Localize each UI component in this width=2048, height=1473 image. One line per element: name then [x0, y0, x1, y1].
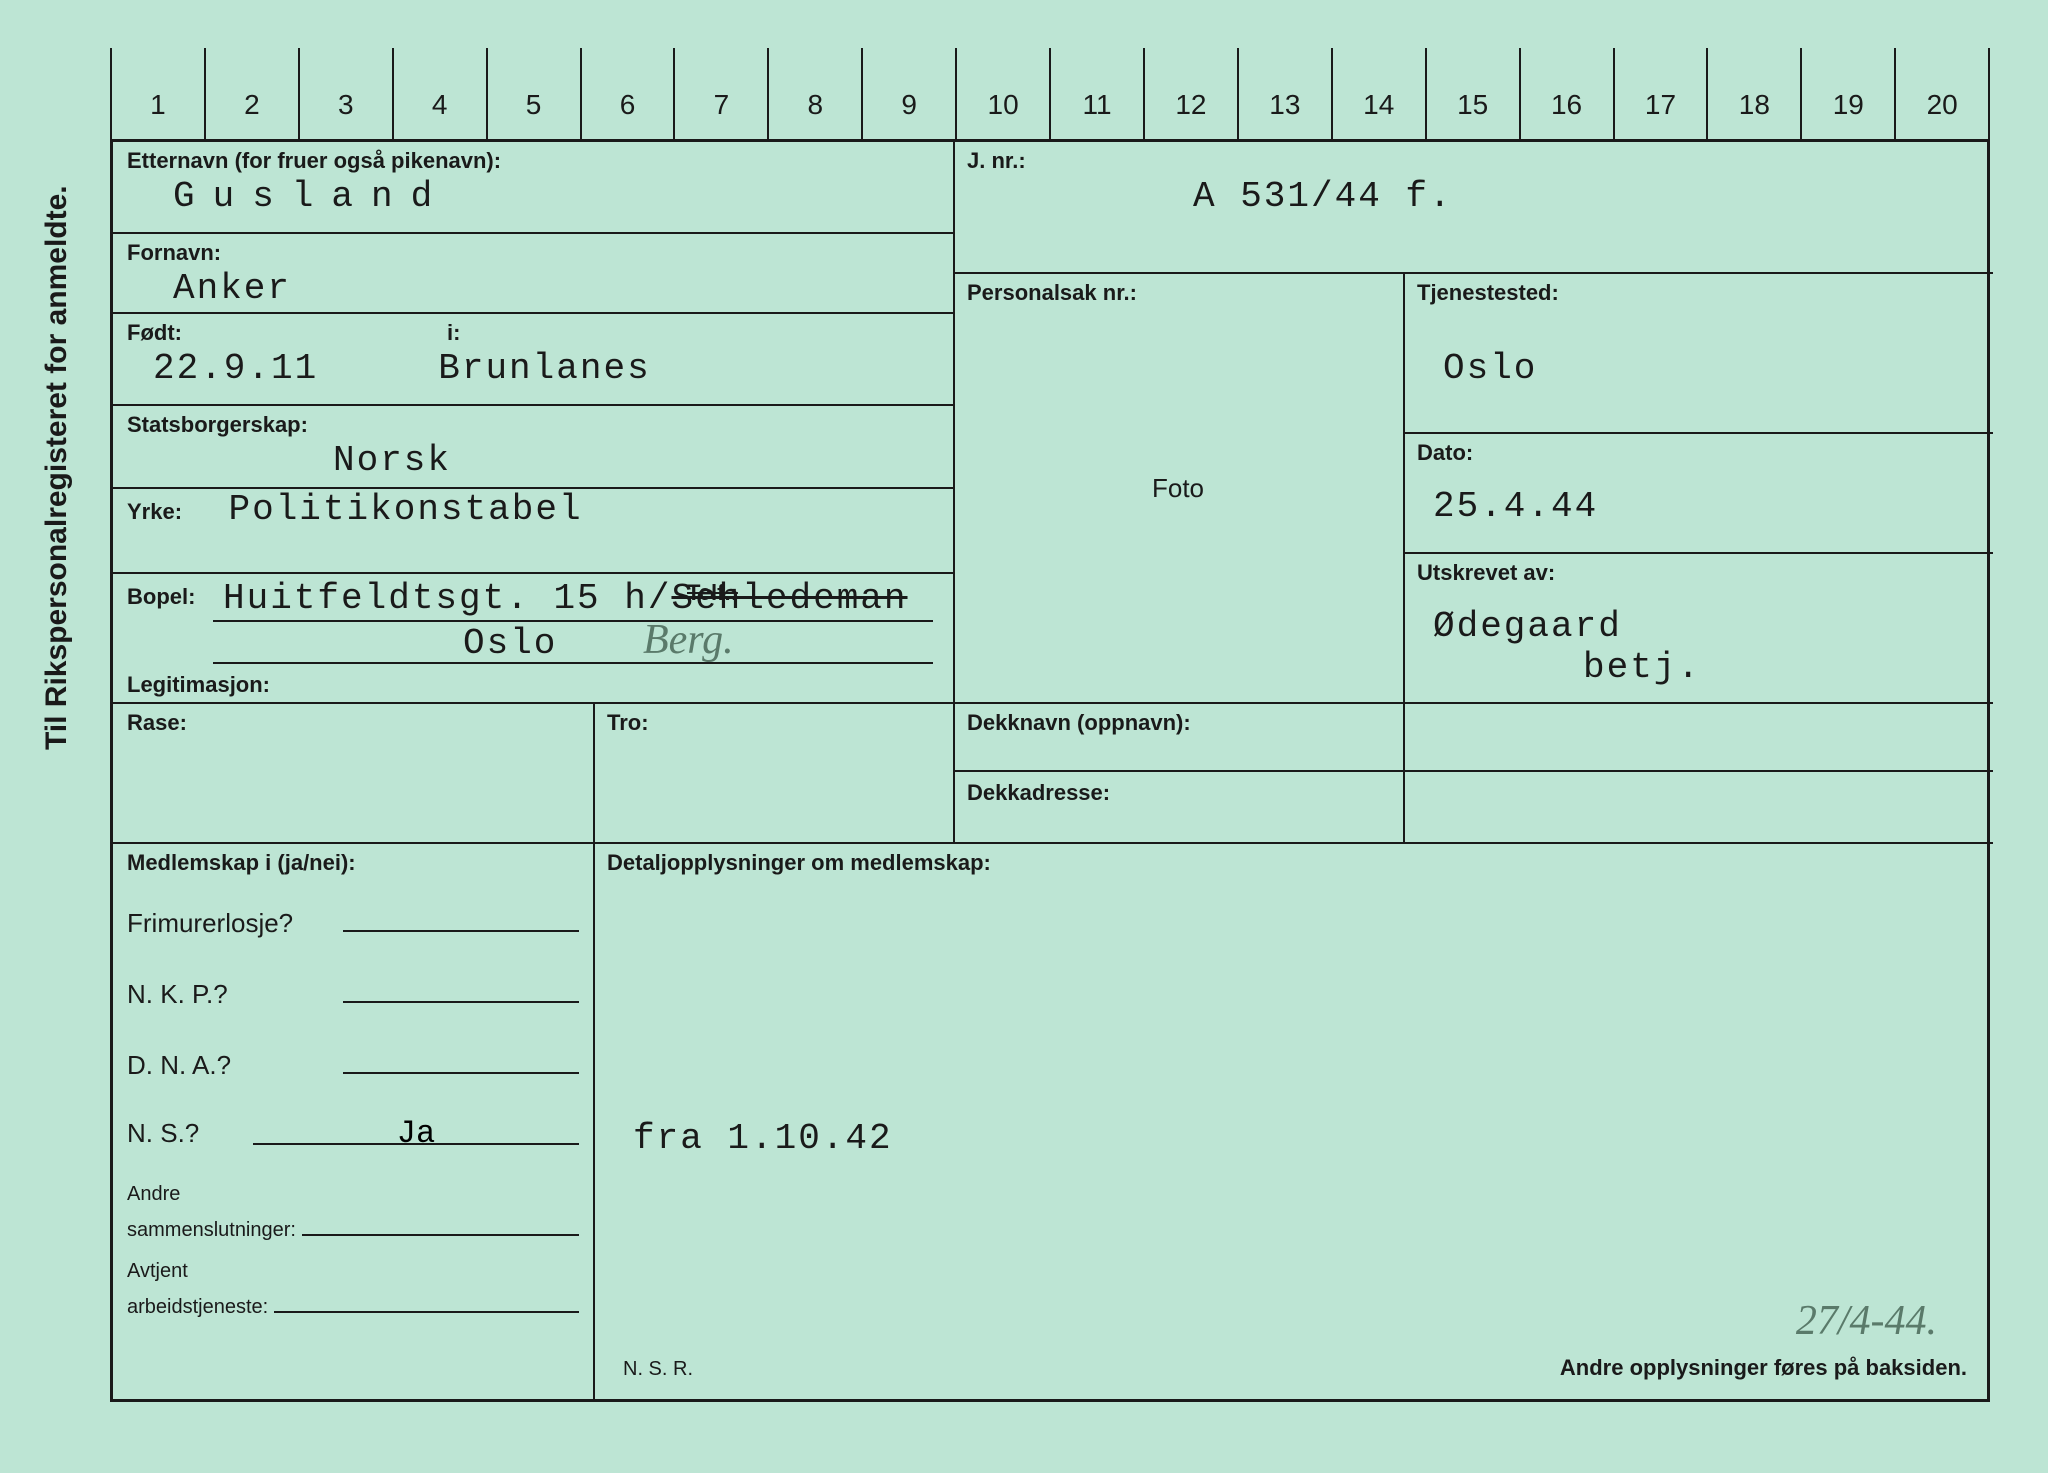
value-fornavn: Anker: [113, 268, 953, 315]
label-statsborgerskap: Statsborgerskap:: [113, 406, 953, 440]
label-telf: Telf.:: [673, 574, 750, 608]
label-ns: N. S.?: [127, 1118, 247, 1149]
label-dato: Dato:: [1403, 434, 1993, 468]
value-utskrevet-l2: betj.: [1403, 647, 1993, 694]
bopel-underline2: [213, 662, 933, 664]
value-tjenestested: Oslo: [1403, 308, 1993, 395]
label-yrke: Yrke:: [113, 493, 194, 526]
ruler-cell: 10: [955, 70, 1049, 139]
value-fodt: 22.9.11: [113, 348, 318, 395]
ruler-cell: 18: [1706, 70, 1800, 139]
label-detalj: Detaljopplysninger om medlemskap:: [593, 844, 1993, 878]
value-etternavn: Gusland: [113, 176, 953, 223]
label-fodt: Født:: [113, 314, 194, 348]
label-dekkadresse: Dekkadresse:: [953, 774, 1993, 808]
side-title: Til Rikspersonalregisteret for anmeldte.: [40, 185, 74, 750]
value-fodested: Brunlanes: [318, 348, 650, 395]
handwritten-date: 27/4-44.: [1796, 1297, 1937, 1345]
ruler-cell: 15: [1425, 70, 1519, 139]
ruler-cell: 12: [1143, 70, 1237, 139]
ruler-cell: 3: [298, 70, 392, 139]
label-medlemskap: Medlemskap i (ja/nei):: [113, 844, 593, 878]
ruler-cell: 5: [486, 70, 580, 139]
ruler-cell: 19: [1800, 70, 1894, 139]
label-avtjent-l1: Avtjent: [113, 1260, 593, 1283]
ruler-cell: 13: [1237, 70, 1331, 139]
ruler: 1 2 3 4 5 6 7 8 9 10 11 12 13 14 15 16 1…: [110, 70, 1990, 142]
label-etternavn: Etternavn (for fruer også pikenavn):: [113, 142, 953, 176]
label-rase: Rase:: [113, 704, 593, 738]
ruler-cell: 8: [767, 70, 861, 139]
page-background: Til Rikspersonalregisteret for anmeldte.…: [0, 0, 2048, 1473]
form-body: Etternavn (for fruer også pikenavn): Gus…: [110, 142, 1990, 1402]
bopel-underline1: [213, 620, 933, 622]
value-bopel-hand: Berg.: [643, 616, 734, 664]
divider-dekk: [953, 770, 1993, 772]
value-utskrevet-l1: Ødegaard: [1403, 588, 1993, 647]
ruler-cell: 20: [1894, 70, 1990, 139]
ruler-cell: 14: [1331, 70, 1425, 139]
value-dna: [343, 1044, 579, 1074]
label-frimurer: Frimurerlosje?: [127, 908, 337, 939]
ruler-cell: 9: [861, 70, 955, 139]
label-i: i:: [433, 314, 472, 348]
label-avtjent-l2: arbeidstjeneste:: [127, 1296, 268, 1319]
label-foto: Foto: [1152, 473, 1204, 504]
label-fornavn: Fornavn:: [113, 234, 953, 268]
label-dekknavn: Dekknavn (oppnavn):: [953, 704, 1993, 738]
label-nsr: N. S. R.: [623, 1358, 693, 1381]
ruler-cell: 7: [673, 70, 767, 139]
label-bopel: Bopel:: [113, 578, 207, 612]
value-avtjent: [274, 1283, 579, 1313]
form-card: 1 2 3 4 5 6 7 8 9 10 11 12 13 14 15 16 1…: [110, 50, 1990, 1420]
value-nkp: [343, 973, 579, 1003]
ruler-cell: 11: [1049, 70, 1143, 139]
ruler-cell: 4: [392, 70, 486, 139]
value-frimurer: [343, 902, 579, 932]
label-tro: Tro:: [593, 704, 953, 738]
value-jnr: A 531/44 f.: [953, 176, 1993, 223]
ruler-cell: 6: [580, 70, 674, 139]
ruler-cell: 2: [204, 70, 298, 139]
label-legitimasjon: Legitimasjon:: [113, 666, 282, 700]
value-ns: Ja: [253, 1115, 579, 1145]
ruler-cell: 16: [1519, 70, 1613, 139]
label-andre-samm-l1: Andre: [113, 1183, 593, 1206]
value-dato: 25.4.44: [1403, 468, 1993, 533]
value-detalj: fra 1.10.42: [593, 878, 1993, 1165]
value-andre-samm: [302, 1206, 579, 1236]
label-jnr: J. nr.:: [953, 142, 1993, 176]
label-tjenestested: Tjenestested:: [1403, 274, 1993, 308]
value-yrke: Politikonstabel: [199, 489, 583, 536]
ruler-cell: 1: [110, 70, 204, 139]
label-utskrevet: Utskrevet av:: [1403, 554, 1993, 588]
label-nkp: N. K. P.?: [127, 979, 337, 1010]
label-dna: D. N. A.?: [127, 1050, 337, 1081]
footer-note: Andre opplysninger føres på baksiden.: [1560, 1355, 1967, 1381]
value-statsborgerskap: Norsk: [113, 440, 953, 487]
ruler-cell: 17: [1613, 70, 1707, 139]
label-andre-samm-l2: sammenslutninger:: [127, 1219, 296, 1242]
